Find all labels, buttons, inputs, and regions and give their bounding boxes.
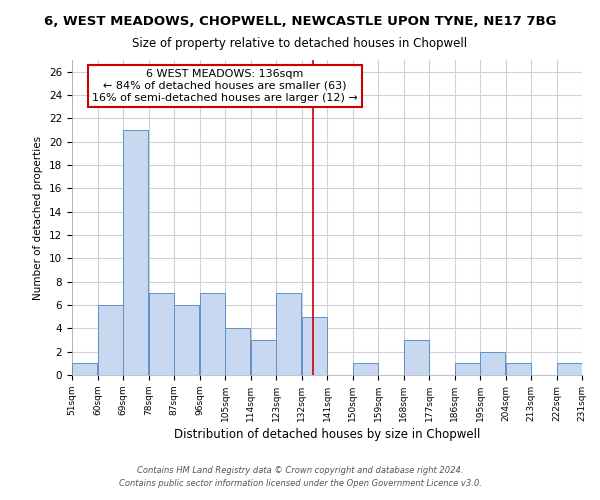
Bar bbox=[557, 364, 582, 375]
Bar bbox=[123, 130, 148, 375]
Bar bbox=[98, 305, 123, 375]
Bar bbox=[302, 316, 327, 375]
Bar bbox=[72, 364, 97, 375]
Bar bbox=[251, 340, 276, 375]
Bar bbox=[404, 340, 429, 375]
Text: Size of property relative to detached houses in Chopwell: Size of property relative to detached ho… bbox=[133, 38, 467, 51]
Bar bbox=[276, 294, 301, 375]
Bar bbox=[149, 294, 174, 375]
Bar bbox=[353, 364, 378, 375]
Text: 6 WEST MEADOWS: 136sqm
← 84% of detached houses are smaller (63)
16% of semi-det: 6 WEST MEADOWS: 136sqm ← 84% of detached… bbox=[92, 70, 358, 102]
Bar bbox=[225, 328, 250, 375]
Text: 6, WEST MEADOWS, CHOPWELL, NEWCASTLE UPON TYNE, NE17 7BG: 6, WEST MEADOWS, CHOPWELL, NEWCASTLE UPO… bbox=[44, 15, 556, 28]
X-axis label: Distribution of detached houses by size in Chopwell: Distribution of detached houses by size … bbox=[174, 428, 480, 441]
Bar bbox=[200, 294, 225, 375]
Text: Contains HM Land Registry data © Crown copyright and database right 2024.
Contai: Contains HM Land Registry data © Crown c… bbox=[119, 466, 481, 487]
Bar bbox=[480, 352, 505, 375]
Bar bbox=[174, 305, 199, 375]
Y-axis label: Number of detached properties: Number of detached properties bbox=[34, 136, 43, 300]
Bar bbox=[455, 364, 480, 375]
Bar bbox=[506, 364, 531, 375]
